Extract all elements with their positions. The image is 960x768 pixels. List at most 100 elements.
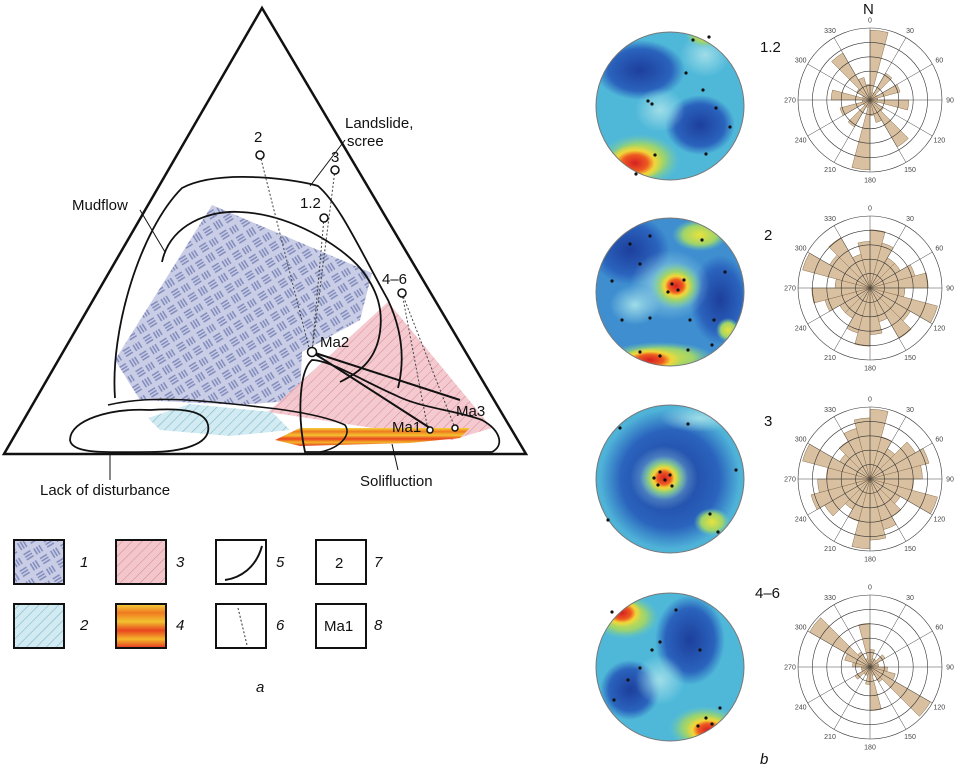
- rose-diagrams: 0306090120150180210240270300330030609012…: [784, 18, 954, 752]
- rose-tick-label: 210: [824, 167, 836, 174]
- rose-tick-label: 120: [933, 705, 945, 712]
- rose-tick-label: 60: [935, 246, 943, 253]
- legend-box-8: [315, 603, 367, 649]
- point-ma1: [426, 426, 434, 434]
- rose-tick-label: 30: [906, 407, 914, 414]
- rose-tick-label: 300: [795, 246, 807, 253]
- stereonet-2: 2: [595, 217, 772, 367]
- rose-tick-label: 60: [935, 437, 943, 444]
- rose-tick-label: 210: [824, 546, 836, 553]
- legend-num-1: 1: [80, 554, 88, 571]
- rose-tick-label: 0: [868, 18, 872, 25]
- point-1-2: [319, 213, 329, 223]
- rose-tick-label: 180: [864, 557, 876, 564]
- rose-tick-label: 90: [946, 665, 954, 672]
- rose-tick-label: 120: [933, 138, 945, 145]
- label-ma1: Ma1: [392, 419, 421, 436]
- rose-diagram-3: 0 30 60 90 120 150 180 210 240 270 300 330: [784, 397, 954, 564]
- rose-tick-label: 150: [904, 167, 916, 174]
- legend-box-8-text: Ma1: [324, 618, 353, 635]
- point-3: [330, 165, 340, 175]
- rose-tick-label: 270: [784, 477, 796, 484]
- legend-box-1: [13, 539, 65, 585]
- stereonet-3-label: 3: [764, 413, 772, 430]
- stereonet-3: 3: [595, 404, 772, 554]
- rose-tick-label: 150: [904, 734, 916, 741]
- ternary-diagram: 2 3 1.2 4–6 Ma2 Ma1 Ma3 Landslide, scree…: [1, 5, 529, 499]
- boundary-mudflow: [161, 210, 382, 383]
- boundary-lack: [69, 408, 210, 454]
- rose-tick-label: 180: [864, 366, 876, 373]
- zone-fill-landslide: [268, 302, 492, 440]
- panel-a-label: a: [256, 679, 264, 696]
- rose-diagram-2: 0 30 60 90 120 150 180 210 240 270 300 330: [784, 206, 954, 373]
- rose-tick-label: 60: [935, 58, 943, 65]
- rose-tick-label: 0: [868, 397, 872, 404]
- zone-fill-solifluction: [275, 428, 470, 446]
- stereonet-4-label: 4–6: [755, 585, 780, 602]
- rose-tick-label: 330: [824, 28, 836, 35]
- legend-box-7: [315, 539, 367, 585]
- rose-tick-label: 90: [946, 286, 954, 293]
- zone-fill-mudflow: [115, 205, 372, 405]
- rose-tick-label: 0: [868, 585, 872, 592]
- legend-num-6: 6: [276, 617, 285, 634]
- label-point-4-6: 4–6: [382, 271, 407, 288]
- legend-num-4: 4: [176, 617, 184, 634]
- legend-box-5: [215, 539, 267, 585]
- rose-tick-label: 240: [795, 326, 807, 333]
- rose-tick-label: 300: [795, 625, 807, 632]
- rose-tick-label: 240: [795, 517, 807, 524]
- zone-fill-lack: [148, 404, 290, 436]
- label-landslide-1: Landslide,: [345, 115, 413, 132]
- label-point-2: 2: [254, 129, 262, 146]
- boundary-outer: [107, 398, 348, 453]
- rose-diagram-1: 0 30 60 90 120 150 180 210 240 270 300 330: [784, 18, 954, 185]
- stereonet-1-2: 1.2: [595, 31, 781, 181]
- legend-num-8: 8: [374, 617, 383, 634]
- rose-tick-label: 30: [906, 595, 914, 602]
- projection-lines: [259, 154, 456, 431]
- label-point-1-2: 1.2: [300, 195, 321, 212]
- label-point-3: 3: [331, 149, 339, 166]
- rose-tick-label: 330: [824, 216, 836, 223]
- legend-num-5: 5: [276, 554, 285, 571]
- boundary-solifluction: [299, 359, 501, 453]
- rose-tick-label: 150: [904, 546, 916, 553]
- rose-tick-label: 150: [904, 355, 916, 362]
- rose-tick-label: 120: [933, 326, 945, 333]
- label-lack-of-disturbance: Lack of disturbance: [40, 482, 170, 499]
- label-ma3: Ma3: [456, 403, 485, 420]
- legend-num-2: 2: [79, 617, 89, 634]
- panel-b-label: b: [760, 751, 768, 768]
- rose-tick-label: 330: [824, 595, 836, 602]
- rose-tick-label: 240: [795, 138, 807, 145]
- legend-box-4: [115, 603, 167, 649]
- rose-tick-label: 180: [864, 745, 876, 752]
- label-ma2: Ma2: [320, 334, 349, 351]
- rose-tick-label: 300: [795, 58, 807, 65]
- stereonet-column: 1.2: [595, 31, 781, 768]
- rose-tick-label: 30: [906, 28, 914, 35]
- rose-tick-label: 270: [784, 98, 796, 105]
- rose-tick-label: 60: [935, 625, 943, 632]
- rose-tick-label: 180: [864, 178, 876, 185]
- rose-tick-label: 300: [795, 437, 807, 444]
- legend-box-3: [115, 539, 167, 585]
- rose-tick-label: 210: [824, 734, 836, 741]
- rose-tick-label: 120: [933, 517, 945, 524]
- rose-tick-label: 270: [784, 665, 796, 672]
- legend-box-2: [13, 603, 65, 649]
- point-2: [255, 150, 265, 160]
- north-label: N: [863, 1, 874, 18]
- rose-tick-label: 210: [824, 355, 836, 362]
- label-landslide-2: scree: [347, 133, 384, 150]
- point-4-6: [397, 288, 407, 298]
- rose-tick-label: 270: [784, 286, 796, 293]
- label-mudflow: Mudflow: [72, 197, 128, 214]
- rose-tick-label: 90: [946, 98, 954, 105]
- rose-tick-label: 90: [946, 477, 954, 484]
- boundary-landslide: [113, 176, 403, 399]
- rose-tick-label: 0: [868, 206, 872, 213]
